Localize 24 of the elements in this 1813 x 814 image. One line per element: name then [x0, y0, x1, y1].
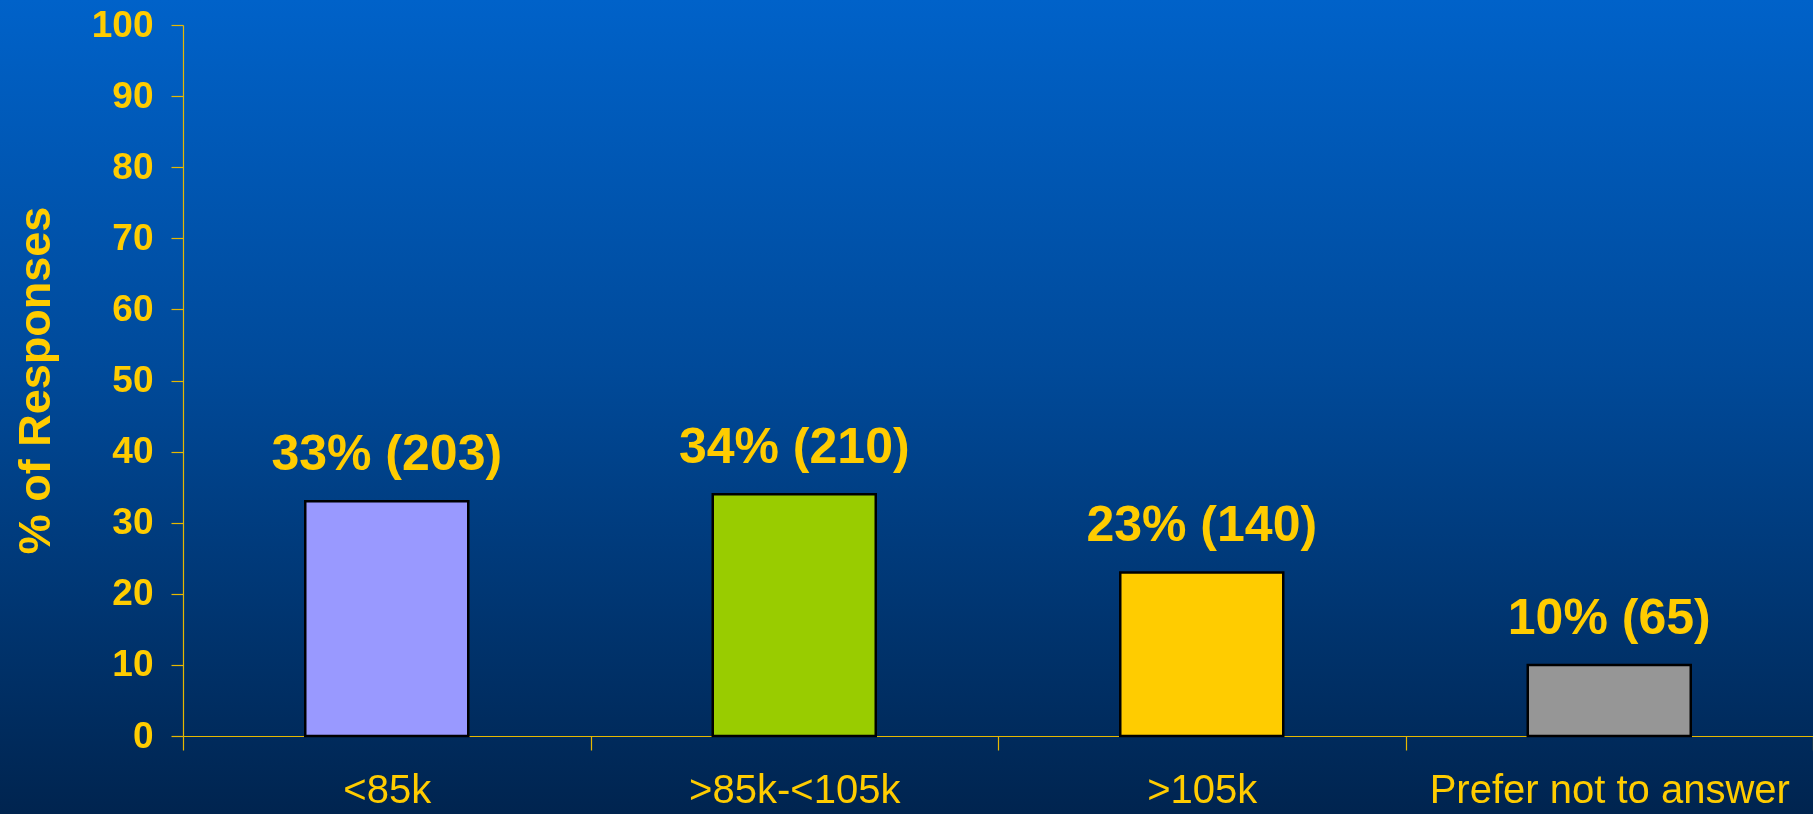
y-tick-label: 0 — [132, 714, 154, 756]
data-label: 10% (65) — [1507, 588, 1711, 645]
bar — [304, 500, 470, 738]
y-tick-label: 10 — [112, 643, 154, 685]
y-axis-title: % of Responses — [8, 206, 60, 555]
y-tick-label: 60 — [112, 287, 154, 329]
y-tick-label: 100 — [91, 3, 154, 45]
x-tick-label: >105k — [1147, 766, 1259, 811]
y-tick-label: 20 — [112, 572, 154, 614]
bar — [1119, 571, 1285, 738]
bar — [711, 493, 877, 738]
data-label: 23% (140) — [1086, 496, 1318, 553]
bar — [1526, 663, 1692, 738]
x-tick-label: Prefer not to answer — [1429, 766, 1790, 811]
y-tick-label: 70 — [112, 216, 154, 258]
y-tick-label: 40 — [112, 430, 154, 472]
x-tick-label: <85k — [343, 766, 433, 811]
data-label: 33% (203) — [271, 425, 503, 482]
y-tick-label: 80 — [112, 145, 154, 187]
y-tick-label: 30 — [112, 501, 154, 543]
y-tick-label: 90 — [112, 74, 154, 116]
x-tick-label: >85k-<105k — [689, 766, 902, 811]
y-tick-label: 50 — [112, 359, 154, 400]
data-label: 34% (210) — [678, 418, 910, 475]
